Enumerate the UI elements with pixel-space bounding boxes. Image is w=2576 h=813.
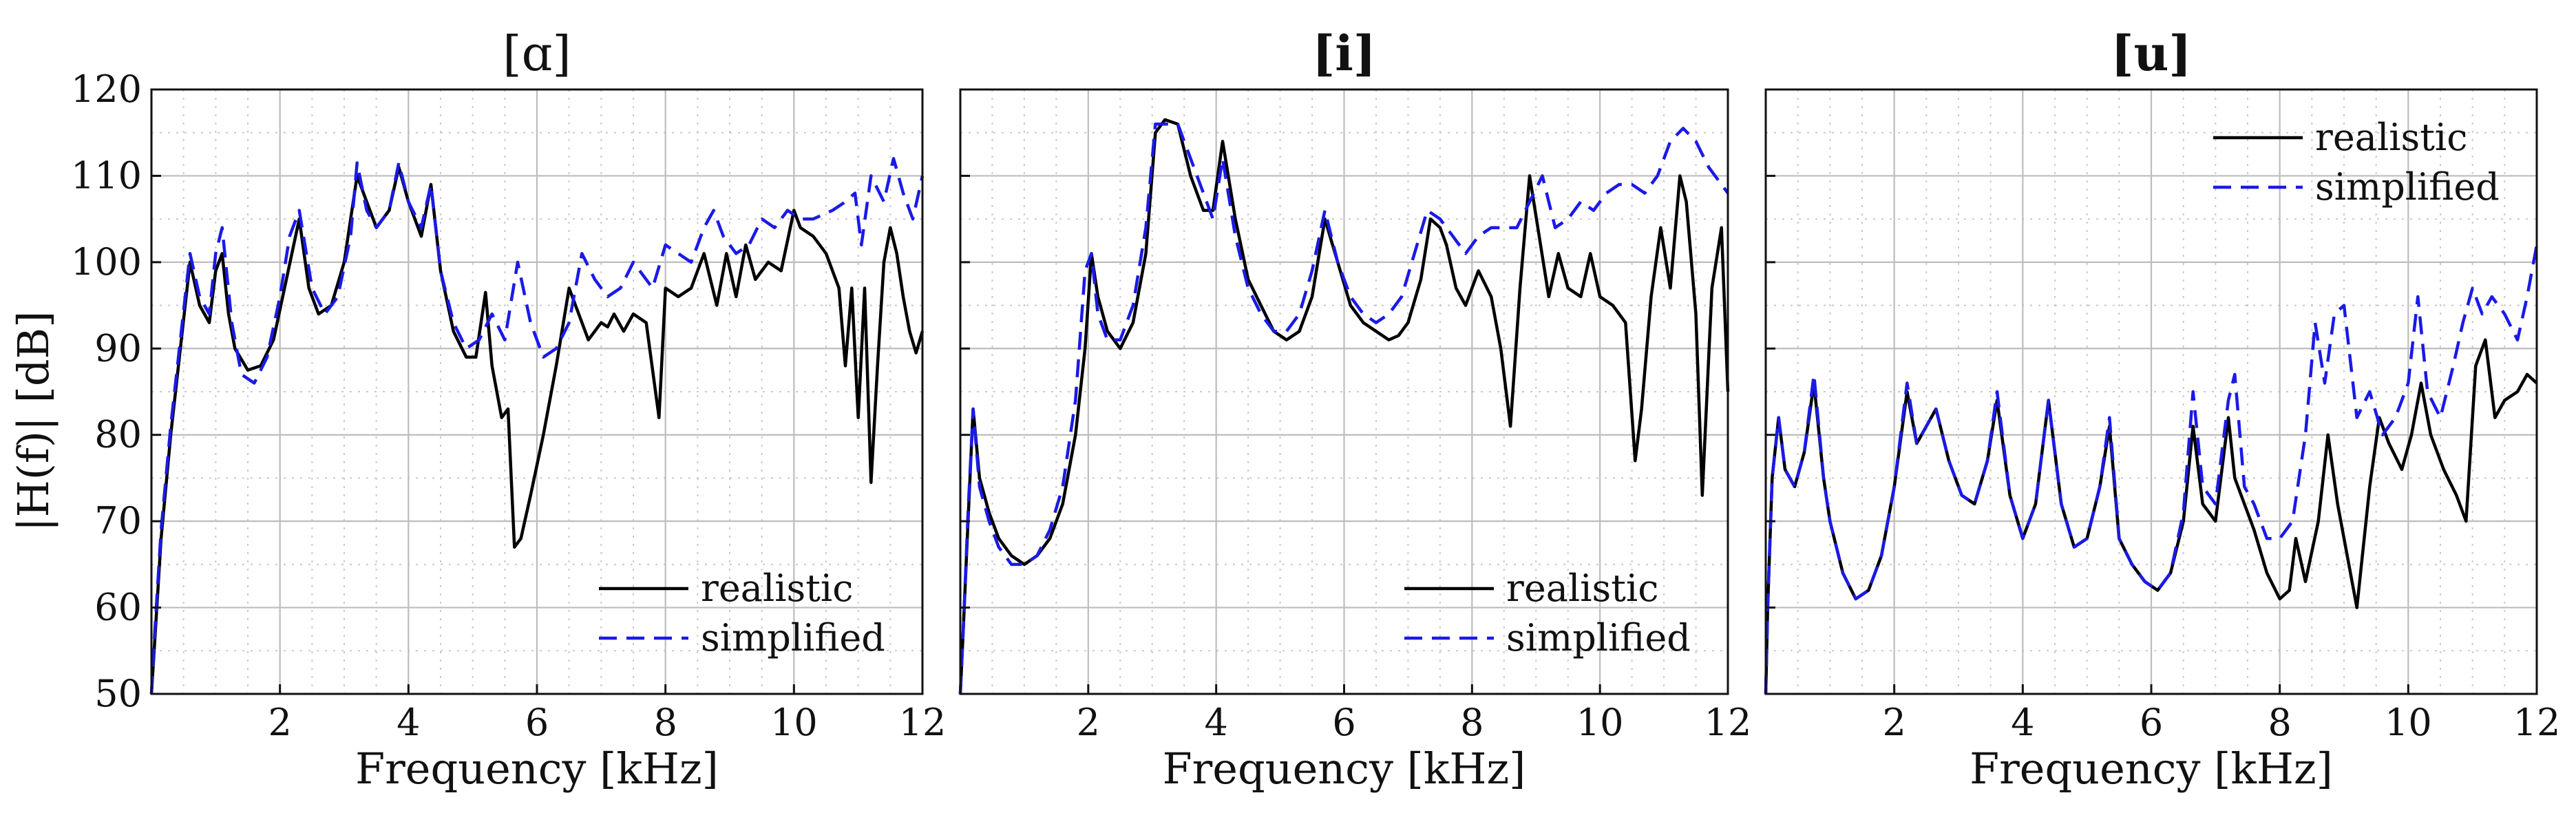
x-tick-label: 12	[899, 701, 947, 744]
y-tick-label: 110	[71, 154, 142, 197]
series-line-simplified	[958, 122, 1729, 695]
legend-label-simplified: simplified	[701, 616, 885, 659]
x-tick-label: 8	[653, 701, 677, 744]
series-line-simplified	[149, 157, 925, 695]
y-tick-label: 90	[94, 326, 142, 370]
panel-title: [ɑ]	[503, 25, 571, 82]
panel-title: [u]	[2111, 25, 2191, 82]
x-tick-label: 6	[525, 701, 549, 744]
y-tick-label: 60	[94, 586, 142, 629]
x-axis-label: Frequency [kHz]	[355, 743, 719, 794]
x-tick-label: 2	[1882, 701, 1905, 744]
chart-panel-3: 2 4 6 8 10 12 [u] Frequency [kHz] realistic simpl…	[1764, 25, 2561, 794]
x-tick-label: 2	[268, 701, 291, 744]
y-tick-label: 70	[94, 499, 142, 542]
x-tick-label: 10	[770, 701, 818, 744]
y-tick-label: 50	[94, 672, 142, 715]
legend-label-realistic: realistic	[701, 567, 853, 610]
x-tick-label: 4	[1204, 701, 1227, 744]
series-line-realistic	[1764, 338, 2538, 695]
x-tick-label: 12	[1704, 701, 1752, 744]
y-tick-label: 100	[71, 240, 142, 284]
x-tick-label: 6	[1332, 701, 1355, 744]
x-tick-label: 8	[1460, 701, 1484, 744]
chart-panel-1: 2 4 6 8 10 12 50 60 70 80 90 100 110 120 [ɑ] Frequency …	[71, 25, 946, 794]
legend-label-simplified: simplified	[1506, 616, 1691, 659]
x-tick-label: 12	[2513, 701, 2561, 744]
series-line-simplified	[1764, 244, 2539, 695]
x-tick-label: 6	[2140, 701, 2163, 744]
x-tick-label: 4	[2011, 701, 2034, 744]
chart-panel-2: 2 4 6 8 10 12 [i] Frequency [kHz] realistic simpl…	[958, 25, 1752, 794]
x-axis-label: Frequency [kHz]	[1970, 743, 2333, 794]
x-axis-label: Frequency [kHz]	[1163, 743, 1526, 794]
x-tick-label: 10	[2385, 701, 2432, 744]
x-tick-label: 4	[397, 701, 420, 744]
panel-title: [i]	[1312, 25, 1376, 82]
legend-label-realistic: realistic	[1506, 567, 1658, 610]
y-tick-label: 80	[94, 413, 142, 456]
series-line-realistic	[958, 118, 1730, 695]
legend-label-simplified: simplified	[2315, 165, 2500, 209]
x-tick-label: 2	[1077, 701, 1100, 744]
y-axis-label: |H(f)| [dB]	[8, 311, 59, 532]
y-tick-label: 120	[71, 67, 142, 111]
x-tick-label: 8	[2268, 701, 2291, 744]
x-tick-label: 10	[1576, 701, 1624, 744]
series-line-realistic	[149, 165, 925, 695]
legend-label-realistic: realistic	[2315, 116, 2467, 159]
